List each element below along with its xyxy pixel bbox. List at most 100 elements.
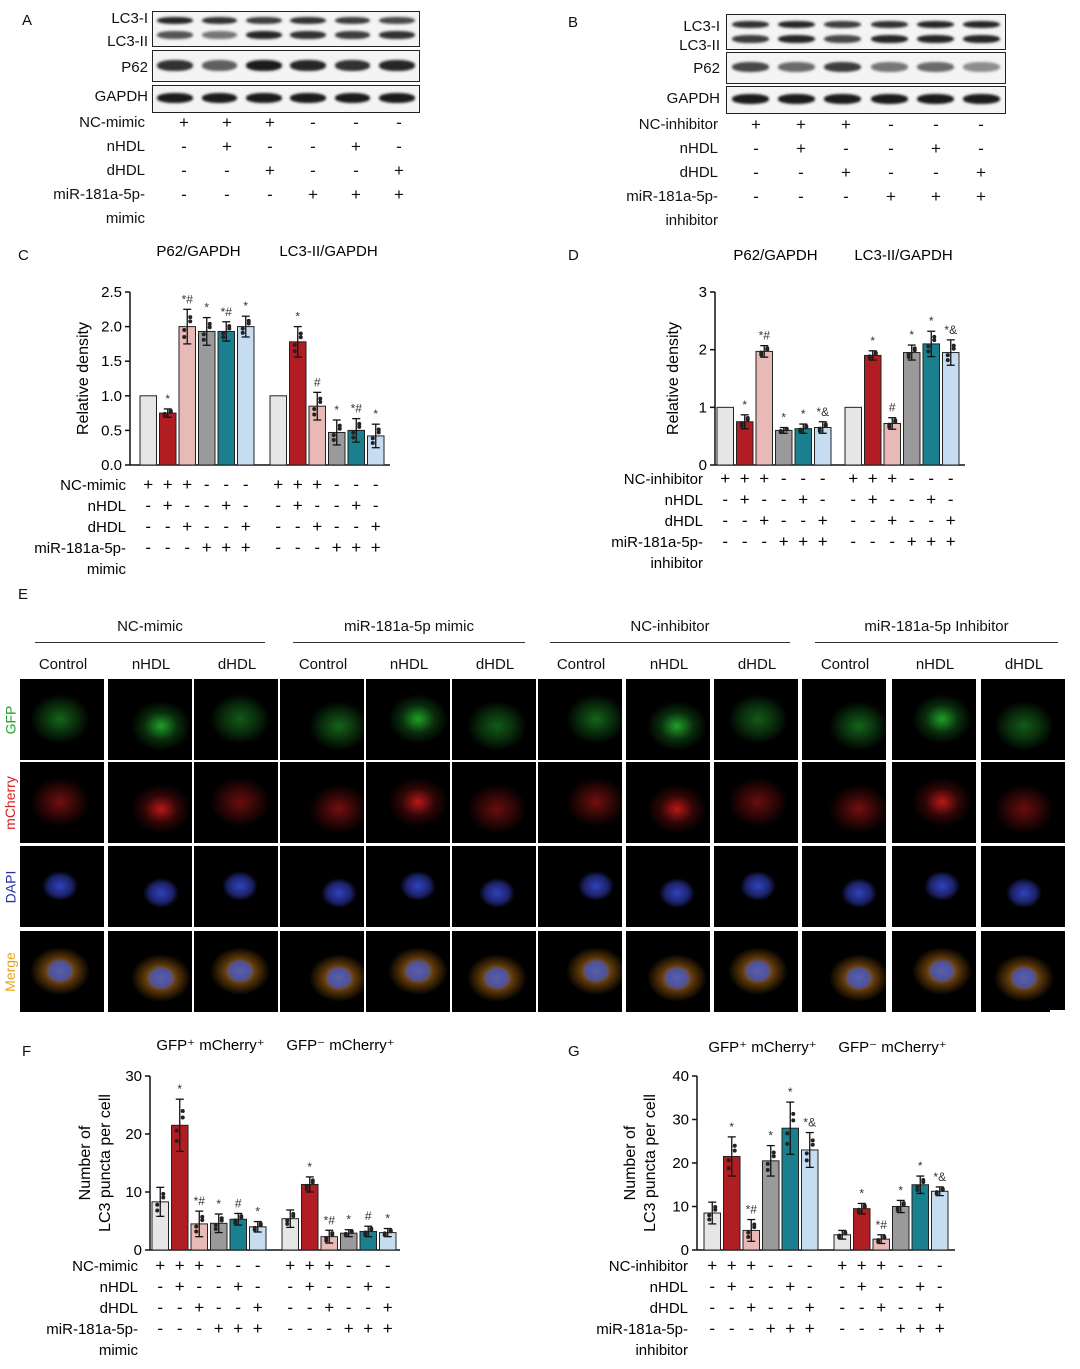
microscopy-image: [538, 679, 622, 760]
treatment-sign: +: [344, 1319, 354, 1338]
data-point: [370, 440, 375, 445]
data-point: [921, 1177, 926, 1182]
treatment-sign: +: [868, 469, 878, 488]
treatment-sign: +: [222, 137, 232, 156]
treatment-sign: +: [324, 1298, 334, 1317]
group-title: P62/GAPDH: [156, 243, 240, 260]
data-point: [732, 1143, 737, 1148]
treatment-sign: +: [935, 1298, 945, 1317]
treatment-sign: +: [265, 161, 275, 180]
treatment-sign: +: [727, 1256, 737, 1275]
bar: [794, 428, 812, 466]
treatment-sign: -: [761, 490, 767, 509]
data-point: [337, 423, 342, 428]
treatment-sign: -: [314, 496, 320, 515]
data-point: [765, 1161, 770, 1166]
treatment-sign: -: [800, 469, 806, 488]
treatment-sign: +: [805, 1298, 815, 1317]
data-point: [213, 1223, 218, 1228]
data-point: [240, 330, 245, 335]
treatment-sign: -: [753, 187, 759, 206]
significance-mark: #: [889, 401, 896, 415]
significance-mark: *: [373, 407, 378, 421]
microscopy-image: [194, 679, 278, 760]
treatment-sign: -: [255, 1277, 261, 1296]
blot-band: [379, 60, 415, 71]
treatment-sign: +: [796, 115, 806, 134]
treatment-sign: +: [241, 538, 251, 557]
treatment-sign: -: [307, 1298, 313, 1317]
significance-mark: *: [295, 310, 300, 324]
bar: [159, 412, 177, 466]
data-point: [945, 358, 950, 363]
blot-band: [731, 62, 769, 72]
data-point: [155, 1208, 160, 1213]
data-point: [233, 1218, 238, 1223]
blot-band: [201, 17, 238, 24]
bar: [198, 330, 216, 466]
treatment-sign: +: [946, 511, 956, 530]
treatment-sign: +: [886, 187, 896, 206]
y-tick-label: 1.5: [101, 353, 122, 370]
bar: [301, 1183, 319, 1251]
treatment-sign: +: [175, 1277, 185, 1296]
treatment-sign: -: [742, 511, 748, 530]
blot-band: [246, 93, 282, 103]
treatment-label: miR-181a-5p-: [53, 186, 145, 203]
data-point: [246, 318, 251, 323]
data-point: [312, 406, 317, 411]
data-point: [746, 1230, 751, 1235]
data-point: [201, 332, 206, 337]
data-point: [732, 1148, 737, 1153]
treatment-sign: -: [909, 469, 915, 488]
microscopy-image: [538, 762, 622, 843]
treatment-sign: -: [729, 1298, 735, 1317]
microscopy-column-label: dHDL: [737, 656, 777, 673]
panel-b-letter: B: [568, 14, 579, 31]
blot-band: [201, 93, 238, 103]
treatment-sign: -: [948, 490, 954, 509]
data-point: [798, 427, 803, 432]
significance-mark: *: [204, 301, 209, 315]
data-point: [951, 343, 956, 348]
data-point: [804, 1151, 809, 1156]
microscopy-image: [981, 846, 1065, 927]
treatment-sign: +: [931, 139, 941, 158]
treatment-sign: -: [216, 1277, 222, 1296]
bar: [755, 350, 773, 466]
treatment-sign: +: [896, 1319, 906, 1338]
microscopy-column-label: dHDL: [217, 656, 257, 673]
data-point: [739, 423, 744, 428]
significance-mark: *&: [944, 323, 957, 337]
treatment-sign: -: [204, 496, 210, 515]
data-point: [915, 1184, 920, 1189]
treatment-sign: +: [182, 475, 192, 494]
microscopy-image: [194, 931, 278, 1012]
treatment-sign: -: [937, 1256, 943, 1275]
data-point: [318, 400, 323, 405]
treatment-sign: -: [859, 1319, 865, 1338]
treatment-sign: +: [233, 1277, 243, 1296]
treatment-label: miR-181a-5p-: [34, 540, 126, 557]
treatment-sign: -: [184, 496, 190, 515]
data-point: [219, 1216, 224, 1221]
group-divider: [293, 642, 525, 643]
data-point: [357, 424, 362, 429]
data-point: [324, 1235, 329, 1240]
data-point: [331, 437, 336, 442]
microscopy-row-label: Merge: [2, 951, 18, 992]
microscopy-column-label: Control: [556, 656, 606, 673]
blot-band: [290, 17, 326, 24]
blot-band: [157, 31, 193, 39]
group-title: GFP⁻ mCherry⁺: [286, 1037, 394, 1054]
treatment-sign: -: [287, 1277, 293, 1296]
data-point: [745, 415, 750, 420]
data-point: [188, 315, 193, 320]
microscopy-image: [108, 762, 192, 843]
treatment-sign: -: [196, 1277, 202, 1296]
treatment-sign: -: [373, 496, 379, 515]
bar: [775, 429, 793, 466]
treatment-sign: +: [202, 538, 212, 557]
data-point: [810, 1138, 815, 1143]
significance-mark: *: [801, 407, 806, 421]
